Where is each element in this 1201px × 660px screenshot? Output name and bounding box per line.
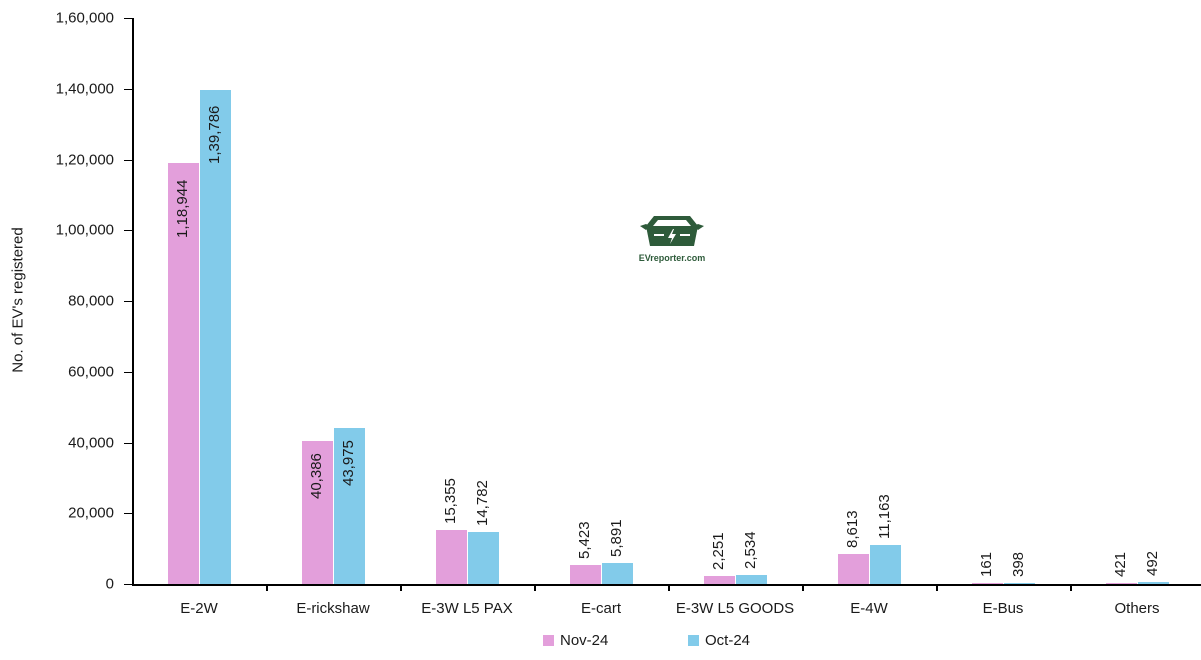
x-category-label: E-2W <box>180 600 218 617</box>
data-label: 1,39,786 <box>206 105 223 165</box>
data-label: 161 <box>978 551 995 577</box>
bar-nov-24 <box>1105 582 1137 584</box>
x-tick-mark <box>1070 584 1072 591</box>
y-tick-mark <box>124 301 132 302</box>
y-tick-label: 1,60,000 <box>55 9 114 27</box>
x-category-label: E-Bus <box>982 600 1024 617</box>
bar-nov-24 <box>435 529 467 584</box>
y-tick-mark <box>124 230 132 232</box>
data-label: 40,386 <box>308 452 325 499</box>
legend-label-nov-24: Nov-24 <box>560 632 609 649</box>
bar-oct-24 <box>199 89 231 584</box>
data-label: 398 <box>1010 551 1027 577</box>
x-category-label: E-4W <box>850 600 888 617</box>
x-tick-mark <box>668 584 670 591</box>
bar-oct-24 <box>601 563 633 584</box>
bar-oct-24 <box>735 575 767 584</box>
y-tick-label: 1,40,000 <box>55 80 114 98</box>
car-charging-icon <box>640 216 704 246</box>
bar-oct-24 <box>869 544 901 584</box>
bar-nov-24 <box>703 576 735 584</box>
y-tick-label: 60,000 <box>68 363 114 381</box>
x-category-label: Others <box>1114 600 1160 617</box>
y-tick-label: 40,000 <box>68 434 114 451</box>
data-label: 8,613 <box>844 509 861 548</box>
data-label: 492 <box>1144 551 1161 577</box>
y-tick-mark <box>124 513 132 515</box>
x-tick-mark <box>534 584 536 591</box>
data-label: 2,534 <box>742 531 759 570</box>
data-label: 15,355 <box>442 477 459 524</box>
bar-oct-24 <box>333 428 365 584</box>
y-tick-mark <box>124 88 132 90</box>
data-label: 5,423 <box>576 521 593 559</box>
y-tick-label: 20,000 <box>68 504 114 522</box>
legend-swatch-oct-24 <box>688 635 699 646</box>
data-label: 5,891 <box>608 519 625 558</box>
data-label: 421 <box>1112 551 1129 577</box>
x-tick-mark <box>802 584 804 591</box>
legend-item-nov-24: Nov-24 <box>543 632 608 649</box>
x-category-label: E-3W L5 GOODS <box>675 600 795 617</box>
bar-oct-24 <box>467 531 499 584</box>
bar-nov-24 <box>167 163 199 584</box>
data-label: 14,782 <box>474 479 491 526</box>
bar-nov-24 <box>301 441 333 584</box>
x-tick-mark <box>936 584 938 591</box>
bar-oct-24 <box>1137 582 1169 584</box>
data-label: 2,251 <box>710 532 727 571</box>
bar-nov-24 <box>837 553 869 584</box>
y-tick-label: 0 <box>105 575 114 593</box>
y-tick-label: 1,00,000 <box>55 221 114 239</box>
x-category-label: E-rickshaw <box>296 600 370 617</box>
y-tick-mark <box>124 371 132 373</box>
y-tick-label: 1,20,000 <box>55 151 114 168</box>
y-tick-label: 80,000 <box>68 292 114 310</box>
x-axis-line <box>132 584 1201 586</box>
data-label: 43,975 <box>340 440 357 487</box>
bar-nov-24 <box>569 564 601 584</box>
legend-item-oct-24: Oct-24 <box>688 632 750 649</box>
x-category-label: E-3W L5 PAX <box>421 600 513 617</box>
y-axis-label: No. of EV's registered <box>9 227 27 373</box>
y-axis-line <box>132 18 134 585</box>
bar-nov-24 <box>971 582 1003 584</box>
x-tick-mark <box>400 584 402 591</box>
data-label: 11,163 <box>876 493 893 539</box>
x-tick-mark <box>266 584 268 591</box>
data-label: 1,18,944 <box>174 179 191 239</box>
legend-label-oct-24: Oct-24 <box>705 632 751 649</box>
evreporter-watermark: EVreporter.com <box>636 212 708 263</box>
y-tick-mark <box>124 18 132 19</box>
y-tick-mark <box>124 442 132 444</box>
y-tick-mark <box>124 584 132 585</box>
legend-swatch-nov-24 <box>543 635 554 646</box>
watermark-text: EVreporter.com <box>638 253 706 263</box>
x-category-label: E-cart <box>580 600 621 617</box>
y-tick-mark <box>124 159 132 161</box>
bar-oct-24 <box>1003 582 1035 584</box>
